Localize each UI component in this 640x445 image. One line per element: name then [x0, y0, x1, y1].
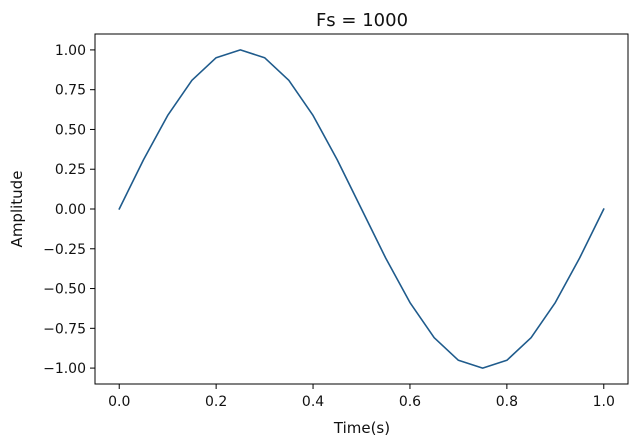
y-tick-label: 0.00: [55, 202, 86, 218]
y-axis-label: Amplitude: [8, 171, 26, 248]
chart-title: Fs = 1000: [316, 10, 408, 31]
x-axis-ticks: 0.0 0.2 0.4 0.6 0.8 1.0: [108, 384, 615, 410]
x-tick-label: 0.6: [399, 394, 421, 410]
y-tick-label: 0.75: [55, 83, 86, 99]
x-tick-label: 0.8: [496, 394, 518, 410]
y-axis-ticks: 1.00 0.75 0.50 0.25 0.00 −0.25 −0.50 −0.75 −1.00: [43, 43, 95, 377]
series-layer: [118, 49, 605, 369]
x-tick-label: 0.2: [205, 394, 227, 410]
x-axis-label: Time(s): [333, 419, 390, 437]
series-line: [118, 49, 605, 369]
y-tick-label: −0.25: [43, 242, 86, 258]
y-tick-label: −0.50: [43, 282, 86, 298]
y-tick-label: 1.00: [55, 43, 86, 59]
y-tick-label: 0.50: [55, 122, 86, 138]
y-tick-label: −0.75: [43, 321, 86, 337]
x-tick-label: 0.0: [108, 394, 130, 410]
x-tick-label: 0.4: [302, 394, 324, 410]
y-tick-label: −1.00: [43, 361, 86, 377]
y-tick-label: 0.25: [55, 162, 86, 178]
x-tick-label: 1.0: [593, 394, 615, 410]
